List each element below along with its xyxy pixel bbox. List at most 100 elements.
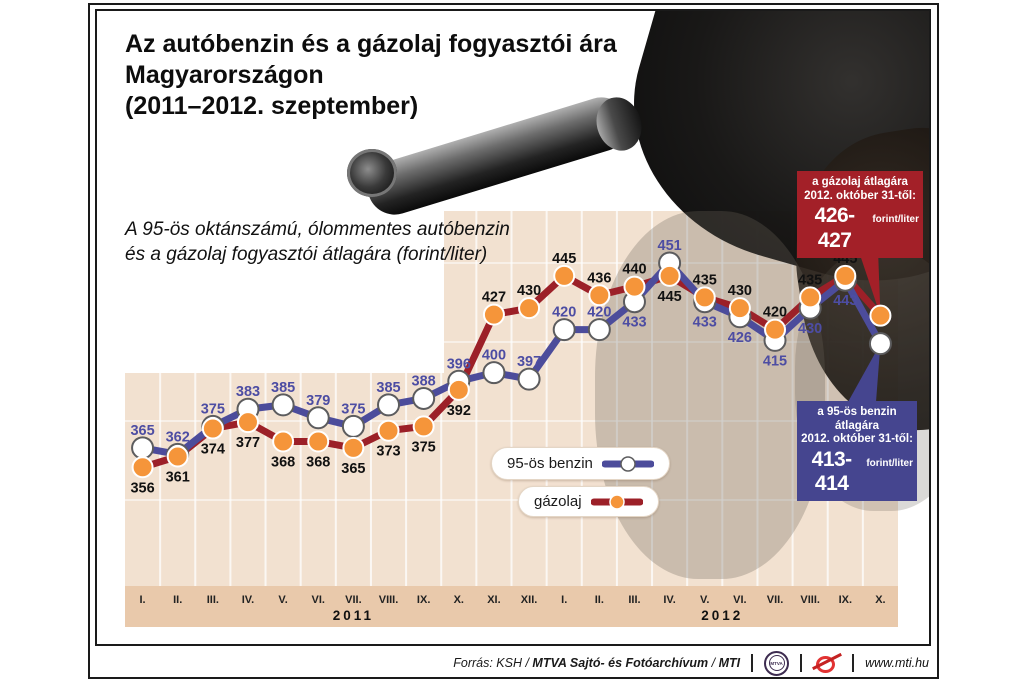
svg-text:VII.: VII. [767,594,784,606]
divider [852,654,855,672]
title-line-1: Az autóbenzin és a gázolaj fogyasztói ár… [125,30,617,58]
svg-text:VII.: VII. [345,594,362,606]
svg-text:397: 397 [517,354,541,370]
svg-text:445: 445 [658,289,682,305]
svg-text:2011: 2011 [333,608,374,623]
mtva-logo-icon: MTVA [764,650,790,676]
svg-text:420: 420 [587,305,611,321]
chart-series-layer: 356 365 361 362 374 375 377 383 368 385 368 379 365 3… [130,222,892,496]
source-credit: Forrás: KSH / MTVA Sajtó- és Fotóarchívu… [453,656,741,670]
svg-text:377: 377 [236,435,260,451]
callout-gazolaj-line1: a gázolaj átlagára [812,176,908,188]
callout-benzin-line2: 2012. október 31-től: [801,433,913,446]
svg-text:2012: 2012 [701,608,743,623]
svg-text:IV.: IV. [663,594,675,606]
svg-text:VI.: VI. [312,594,325,606]
svg-text:XI.: XI. [487,594,500,606]
svg-text:427: 427 [482,290,506,306]
fuel-nozzle-photo [347,11,929,589]
svg-text:II.: II. [595,594,604,606]
svg-text:368: 368 [271,454,295,470]
svg-text:X.: X. [875,594,885,606]
svg-text:433: 433 [693,315,717,331]
benzin-line-marker-icon [601,455,654,472]
svg-text:445: 445 [552,251,576,267]
svg-text:IX.: IX. [839,594,852,606]
svg-text:373: 373 [376,444,400,460]
svg-text:IX.: IX. [417,594,430,606]
callout-gazolaj-unit: forint/liter [872,214,919,226]
callout-gazolaj-forecast: a gázolaj átlagára 2012. október 31-től:… [797,171,923,258]
legend-benzin: 95-ös benzin [491,447,670,480]
svg-text:388: 388 [412,373,436,389]
svg-text:XII.: XII. [521,594,538,606]
svg-text:V.: V. [278,594,287,606]
svg-text:430: 430 [798,321,822,337]
svg-text:392: 392 [447,403,471,419]
svg-text:V.: V. [700,594,709,606]
svg-text:365: 365 [130,423,154,439]
svg-text:435: 435 [693,272,717,288]
svg-text:I.: I. [140,594,146,606]
nozzle-tip-shape [347,149,397,197]
legend-gazolaj-label: gázolaj [534,493,582,510]
svg-text:383: 383 [236,384,260,400]
svg-text:VIII.: VIII. [379,594,399,606]
callout-benzin-unit: forint/liter [866,457,913,469]
svg-text:365: 365 [341,461,365,477]
svg-text:426: 426 [728,330,752,346]
gazolaj-line-marker-icon [590,493,643,510]
svg-text:361: 361 [166,470,190,486]
svg-text:X.: X. [454,594,464,606]
svg-text:III.: III. [207,594,219,606]
svg-text:451: 451 [658,238,682,254]
legend-benzin-label: 95-ös benzin [507,455,593,472]
title-line-3: (2011–2012. szeptember) [125,92,419,120]
svg-text:362: 362 [166,429,190,445]
footer: Forrás: KSH / MTVA Sajtó- és Fotóarchívu… [90,649,935,677]
svg-text:VI.: VI. [733,594,746,606]
callout-gazolaj-line2: 2012. október 31-től: [804,189,916,202]
svg-text:II.: II. [173,594,182,606]
subtitle-line-2: és a gázolaj fogyasztói átlagára (forint… [125,244,488,266]
svg-text:430: 430 [517,283,541,299]
svg-text:385: 385 [376,380,400,396]
website-text: www.mti.hu [865,656,929,670]
svg-text:375: 375 [412,439,436,455]
divider [751,654,754,672]
svg-text:430: 430 [728,283,752,299]
svg-text:379: 379 [306,393,330,409]
svg-text:356: 356 [130,480,154,496]
svg-text:I.: I. [561,594,567,606]
svg-text:374: 374 [201,442,225,458]
svg-text:396: 396 [447,356,471,372]
svg-text:435: 435 [798,272,822,288]
svg-text:420: 420 [763,305,787,321]
divider [800,654,803,672]
svg-text:IV.: IV. [242,594,254,606]
chart-subtitle: A 95-ös oktánszámú, ólommentes autóbenzi… [125,217,510,267]
page-title: Az autóbenzin és a gázolaj fogyasztói ár… [125,29,617,122]
svg-text:415: 415 [763,353,787,369]
legend-gazolaj: gázolaj [518,486,659,517]
svg-text:385: 385 [271,380,295,396]
chart-panel: Az autóbenzin és a gázolaj fogyasztói ár… [95,9,931,646]
svg-text:III.: III. [628,594,640,606]
svg-text:433: 433 [622,315,646,331]
callout-benzin-value: 413-414 [811,447,853,496]
callout-benzin-line1: a 95-ös benzin átlagára [817,406,897,432]
svg-text:375: 375 [341,401,365,417]
photo-shadow-shape [595,211,825,579]
svg-text:VIII.: VIII. [800,594,820,606]
svg-text:420: 420 [552,305,576,321]
callout-gazolaj-value: 426-427 [814,204,856,252]
svg-text:375: 375 [201,401,225,417]
svg-text:436: 436 [587,270,611,286]
mti-logo-icon [812,651,843,676]
callout-benzin-forecast: a 95-ös benzin átlagára 2012. október 31… [797,401,917,502]
title-line-2: Magyarországon [125,61,324,89]
svg-text:400: 400 [482,348,506,364]
svg-text:368: 368 [306,454,330,470]
svg-text:443: 443 [833,293,857,309]
